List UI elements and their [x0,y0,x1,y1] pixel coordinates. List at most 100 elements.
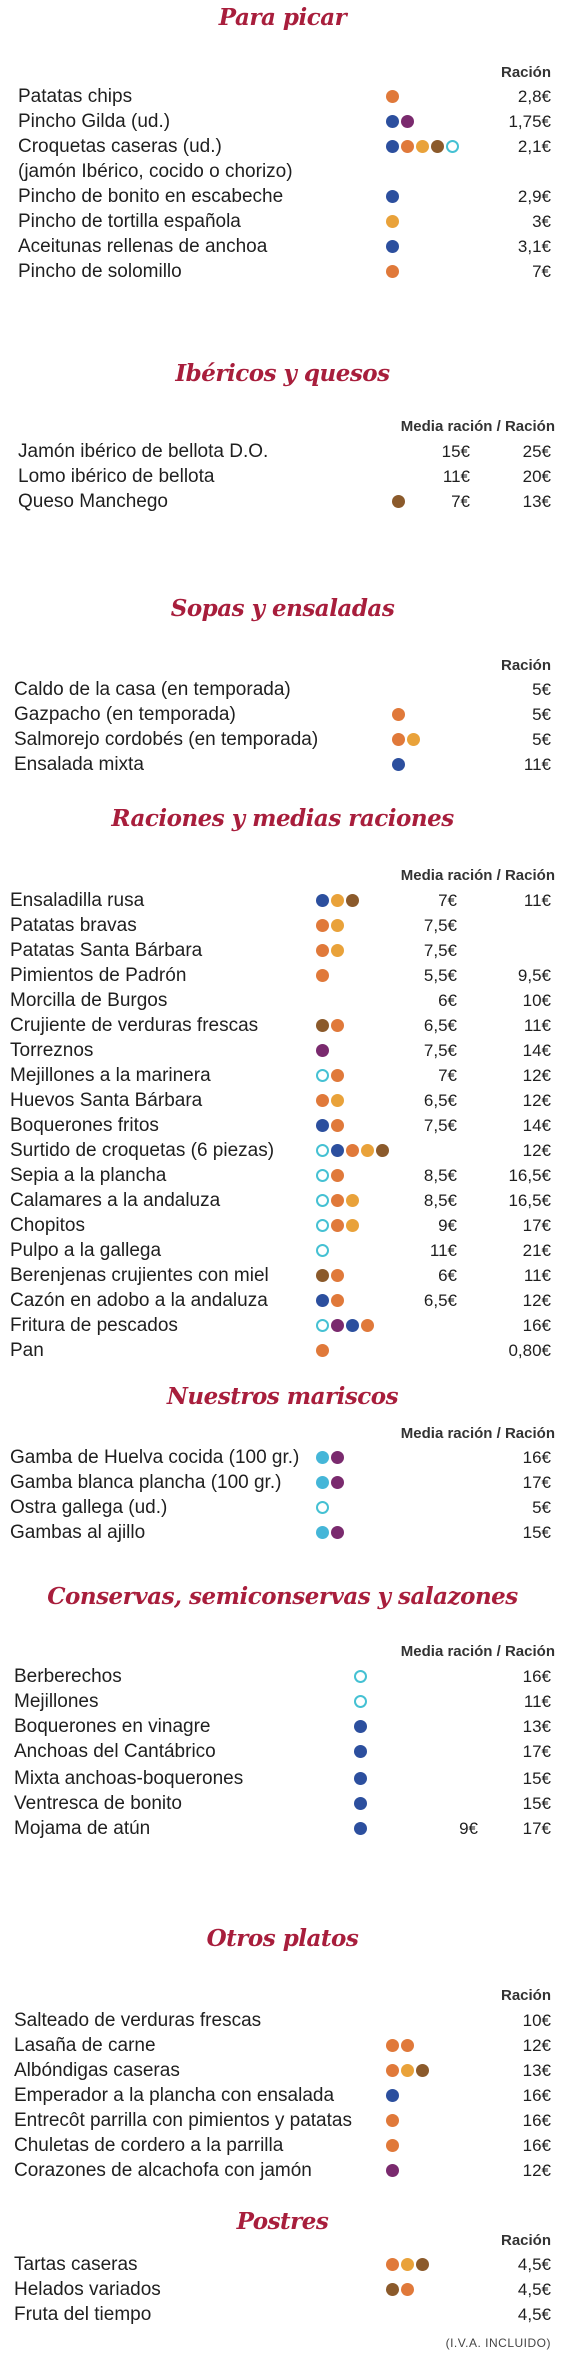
menu-item-row: Chuletas de cordero a la parrilla 16€ [0,2134,565,2158]
portion-price: 16€ [522,1316,551,1335]
gluten-allergen-icon [331,1194,344,1207]
portion-price: 10€ [522,2011,551,2030]
menu-item-row: Ostra gallega (ud.) 5€ [0,1496,565,1520]
menu-item-row: Boquerones fritos 7,5€ 14€ [0,1114,565,1138]
allergen-icons [386,90,399,104]
column-header: Media ración / Ración [400,1643,555,1660]
menu-item-name: Patatas bravas [10,915,137,936]
menu-item-row: Surtido de croquetas (6 piezas) 12€ [0,1139,565,1163]
menu-item-row: Fritura de pescados 16€ [0,1314,565,1338]
menu-item-row: Gazpacho (en temporada) 5€ [0,703,565,727]
allergen-icons [354,1745,367,1759]
menu-item-name: Helados variados [14,2279,161,2300]
sulf-allergen-icon [331,1476,344,1489]
portion-price: 3€ [532,212,551,231]
menu-item-row: Morcilla de Burgos 6€ 10€ [0,989,565,1013]
portion-price: 13€ [522,492,551,511]
fish-allergen-icon [386,240,399,253]
egg-allergen-icon [331,1094,344,1107]
half-portion-price: 8,5€ [423,1166,457,1185]
fish-allergen-icon [354,1720,367,1733]
portion-price: 17€ [522,1216,551,1235]
portion-price: 2,8€ [517,87,551,106]
menu-item-row: Pincho Gilda (ud.) 1,75€ [0,110,565,134]
allergen-icons [316,1344,329,1358]
portion-price: 4,5€ [517,2255,551,2274]
allergen-icons [392,495,405,509]
half-portion-price: 9€ [438,1216,457,1235]
allergen-icons [392,733,420,747]
portion-price: 9,5€ [517,966,551,985]
allergen-icons [316,1319,374,1333]
portion-price: 17€ [522,1473,551,1492]
half-portion-price: 6,5€ [423,1291,457,1310]
shell-allergen-icon [316,1219,329,1232]
menu-item-name: Berenjenas crujientes con miel [10,1265,269,1286]
menu-item-row: Sepia a la plancha 8,5€ 16,5€ [0,1164,565,1188]
half-portion-price: 11€ [429,1241,457,1260]
allergen-icons [316,969,329,983]
portion-price: 16€ [522,2136,551,2155]
menu-item-row: Anchoas del Cantábrico 17€ [0,1740,565,1764]
fish-allergen-icon [346,1319,359,1332]
menu-item-row: Mixta anchoas-boquerones 15€ [0,1767,565,1791]
menu-item-row: Lomo ibérico de bellota 11€ 20€ [0,465,565,489]
menu-item-row: Chopitos 9€ 17€ [0,1214,565,1238]
menu-item-row: Pincho de tortilla española 3€ [0,210,565,234]
gluten-allergen-icon [386,2139,399,2152]
portion-price: 5€ [532,705,551,724]
crust-allergen-icon [316,1476,329,1489]
menu-item-name: Morcilla de Burgos [10,990,168,1011]
column-header: Media ración / Ración [400,867,555,884]
menu-item-row: Calamares a la andaluza 8,5€ 16,5€ [0,1189,565,1213]
menu-item-name: Salmorejo cordobés (en temporada) [14,729,319,750]
gluten-allergen-icon [386,90,399,103]
gluten-allergen-icon [401,2039,414,2052]
crust-allergen-icon [316,1526,329,1539]
menu-item-name: Pan [10,1340,44,1361]
allergen-icons [316,894,359,908]
allergen-icons [316,1019,344,1033]
gluten-allergen-icon [346,1144,359,1157]
portion-price: 14€ [522,1116,551,1135]
allergen-icons [354,1720,367,1734]
menu-item-name: Ostra gallega (ud.) [10,1497,168,1518]
shell-allergen-icon [354,1670,367,1683]
menu-item-name: Caldo de la casa (en temporada) [14,679,291,700]
menu-item-row: Torreznos 7,5€ 14€ [0,1039,565,1063]
gluten-allergen-icon [392,733,405,746]
egg-allergen-icon [361,1144,374,1157]
sulf-allergen-icon [331,1526,344,1539]
gluten-allergen-icon [316,944,329,957]
fish-allergen-icon [386,190,399,203]
menu-item-row: Pulpo a la gallega 11€ 21€ [0,1239,565,1263]
menu-item-row: Jamón ibérico de bellota D.O. 15€ 25€ [0,440,565,464]
menu-item-row: Pincho de solomillo 7€ [0,260,565,284]
gluten-allergen-icon [401,140,414,153]
portion-price: 12€ [522,1091,551,1110]
menu-item-row: Gamba de Huelva cocida (100 gr.) 16€ [0,1446,565,1470]
allergen-icons [316,1219,359,1233]
portion-price: 16€ [522,1667,551,1686]
menu-item-name: Jamón ibérico de bellota D.O. [18,441,269,462]
allergen-icons [386,2164,399,2178]
portion-price: 14€ [522,1041,551,1060]
half-portion-price: 6€ [438,991,457,1010]
portion-price: 12€ [522,2036,551,2055]
milk-allergen-icon [316,1269,329,1282]
menu-item-row: Aceitunas rellenas de anchoa 3,1€ [0,235,565,259]
egg-allergen-icon [346,1219,359,1232]
allergen-icons [316,944,344,958]
column-header: Ración [500,64,551,81]
menu-item-name: Surtido de croquetas (6 piezas) [10,1140,275,1161]
portion-price: 25€ [522,442,551,461]
egg-allergen-icon [401,2258,414,2271]
portion-price: 16,5€ [508,1166,551,1185]
menu-item-row: Croquetas caseras (ud.) 2,1€ [0,135,565,159]
allergen-icons [386,140,459,154]
portion-price: 16€ [522,2086,551,2105]
menu-item-name: Pimientos de Padrón [10,965,187,986]
portion-price: 3,1€ [517,237,551,256]
portion-price: 4,5€ [517,2305,551,2324]
gluten-allergen-icon [331,1019,344,1032]
